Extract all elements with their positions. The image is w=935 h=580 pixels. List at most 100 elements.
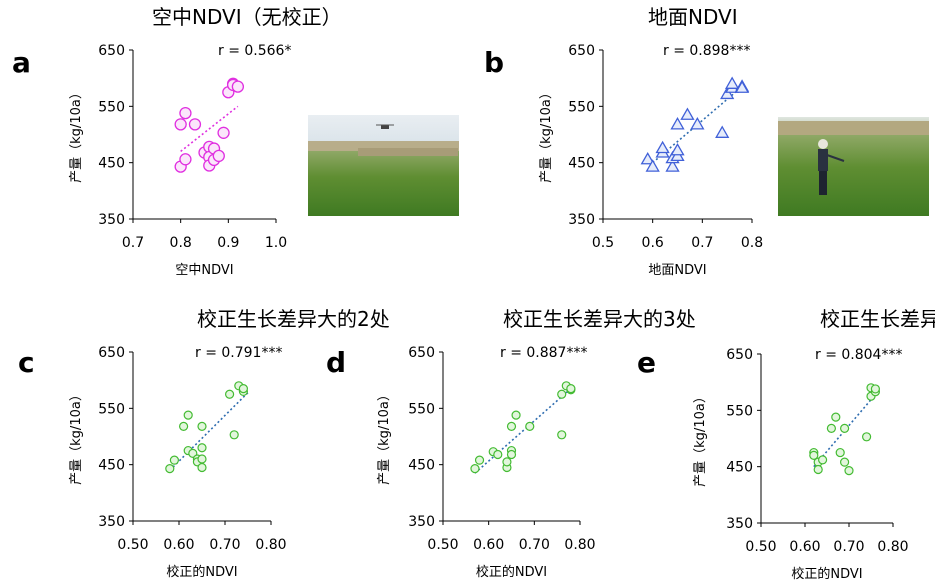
panel-title: 校正生长差异大的3处 [503,307,696,331]
x-tick-label: 0.70 [519,537,550,553]
data-point [566,384,576,394]
data-point [502,457,512,467]
y-axis-label: 产量（kg/10a） [69,388,84,485]
y-axis-label: 产量（kg/10a） [693,390,708,487]
panel-letter: b [484,46,504,79]
data-point [813,464,823,475]
correlation-label: r = 0.898*** [663,43,750,59]
data-point [179,106,192,120]
panel-letter: e [637,346,656,379]
data-point [835,447,845,458]
data-point [506,449,517,460]
x-axis-label: 地面NDVI [648,263,706,278]
data-point [179,153,192,166]
panel-letter: d [326,346,346,379]
x-tick-label: 1.0 [265,235,287,251]
data-point [174,118,187,131]
y-tick-label: 350 [98,212,125,228]
sky [778,117,929,123]
data-point [826,423,837,433]
x-axis-label: 空中NDVI [175,263,233,278]
x-tick-label: 0.70 [833,539,864,555]
x-tick-label: 0.60 [163,537,194,553]
data-point [645,159,660,172]
data-point [197,443,207,453]
treeline [778,121,929,137]
data-point [506,421,517,431]
data-point [179,421,189,431]
y-tick-label: 650 [408,345,435,361]
data-point [197,421,207,431]
data-point [474,455,485,465]
rice-field [308,151,459,216]
y-tick-label: 650 [98,43,125,59]
x-tick-label: 0.70 [209,537,240,553]
data-point [817,455,828,465]
data-point [231,80,245,93]
y-axis-label: 产量（kg/10a） [377,388,392,485]
y-tick-label: 350 [98,514,125,530]
panel-c: c 校正生长差异大的2处 r = 0.791*** 350 450 550 650 0.50 0… [18,307,390,580]
data-point [225,389,235,399]
panel-title: 校正生长差异大的2处 [197,307,390,331]
y-tick-label: 450 [408,458,435,474]
y-axis-label: 产量（kg/10a） [69,86,84,183]
x-axis-label: 校正的NDVI [476,564,547,580]
y-axis-label: 产量（kg/10a） [539,86,554,183]
dirt-strip [358,148,458,156]
data-point [197,462,207,473]
data-point [169,455,179,465]
data-point [165,464,175,474]
y-tick-label: 650 [568,43,595,59]
panel-a: a 空中NDVI（无校正） r = 0.566* 350 450 550 650 0.7 0.8… [12,5,342,278]
data-point [720,86,735,100]
x-tick-label: 0.5 [592,235,614,251]
data-point [183,410,193,420]
x-tick-label: 0.8 [741,235,763,251]
data-point [839,423,850,433]
x-axis-label: 校正的NDVI [166,564,237,580]
correlation-label: r = 0.804*** [815,347,902,363]
panel-title: 地面NDVI [648,5,738,29]
y-tick-label: 350 [726,516,753,532]
data-point [831,412,841,422]
x-tick-label: 0.80 [877,539,908,555]
correlation-label: r = 0.566* [218,43,291,59]
x-tick-label: 0.7 [691,235,713,251]
data-point [839,457,850,467]
rice-field [778,135,929,216]
data-point [197,454,207,464]
hat [818,139,828,149]
drone-icon [381,125,389,129]
data-point [680,107,695,120]
data-point [493,449,503,460]
data-point [238,384,248,394]
x-tick-label: 0.9 [217,235,239,251]
x-tick-label: 0.80 [255,537,286,553]
panel-letter: a [12,46,31,79]
data-point [212,149,225,163]
legs [819,171,827,195]
data-point [665,159,680,172]
panel-title: 空中NDVI（无校正） [152,5,342,29]
panel-b: b 地面NDVI r = 0.898*** 350 450 550 650 0.5 0.6 0.7… [484,5,763,278]
data-point [734,80,750,93]
data-point [229,430,239,440]
y-tick-label: 450 [726,460,753,476]
y-tick-label: 650 [98,345,125,361]
data-point [188,118,202,131]
panel-d: d 校正生长差异大的3处 r = 0.887*** 350 450 550 650 0.50 0… [326,307,696,580]
x-tick-label: 0.60 [473,537,504,553]
data-point [670,117,685,130]
data-point [557,389,567,399]
person-icon [818,149,828,171]
y-tick-label: 450 [98,156,125,172]
x-tick-label: 0.50 [117,537,148,553]
data-point [525,421,535,431]
data-point [217,126,230,139]
data-point [511,410,521,420]
field-photo [778,117,929,216]
trend-line [474,388,572,474]
x-tick-label: 0.8 [170,235,192,251]
